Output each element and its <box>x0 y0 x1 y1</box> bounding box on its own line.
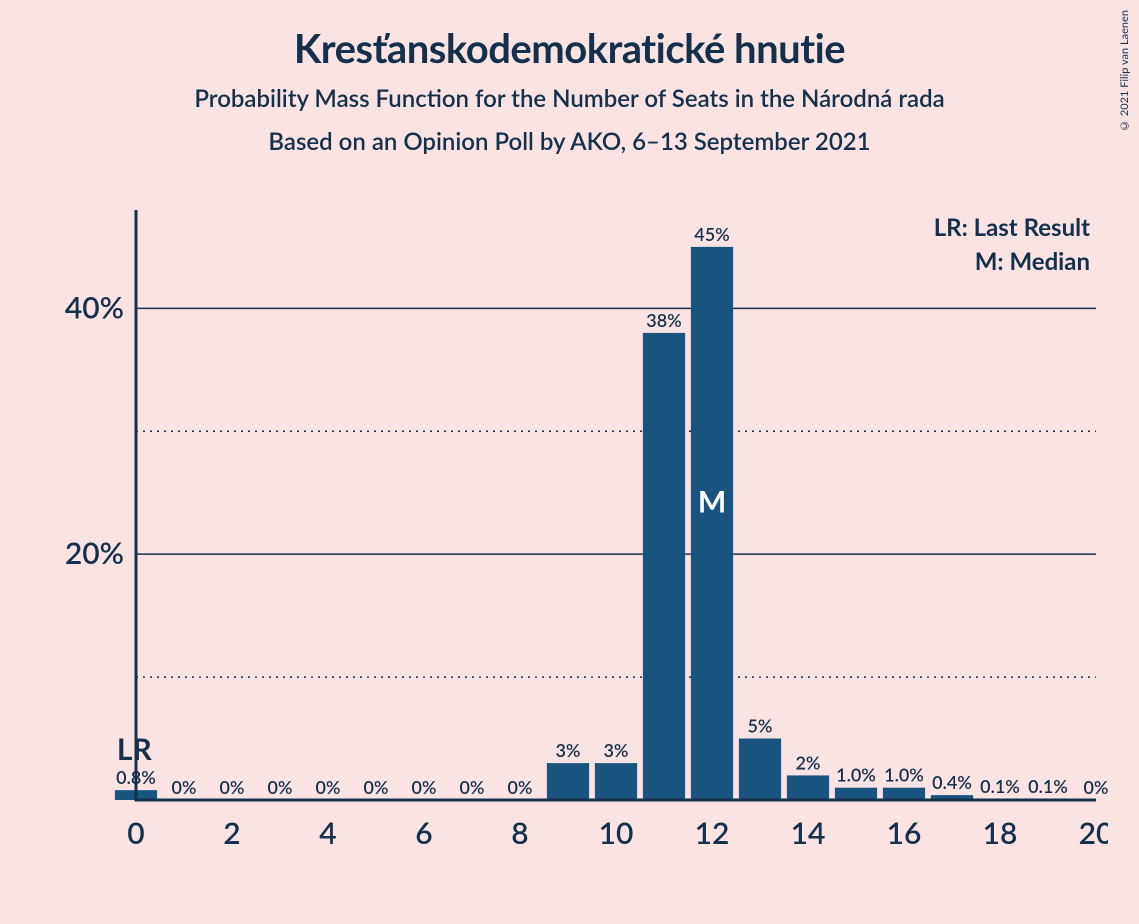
bar-value-label: 0% <box>219 776 244 798</box>
legend-lr: LR: Last Result <box>934 213 1090 242</box>
page-title: Kresťanskodemokratické hnutie <box>0 24 1139 72</box>
bar-value-label: 2% <box>795 751 820 773</box>
x-tick-label: 8 <box>511 815 528 851</box>
x-tick-label: 20 <box>1079 815 1108 851</box>
bar-value-label: 5% <box>747 715 772 737</box>
bar-value-label: 0% <box>171 776 196 798</box>
y-tick-label: 40% <box>65 289 124 325</box>
bar <box>691 247 733 800</box>
copyright: © 2021 Filip van Laenen <box>1118 10 1131 132</box>
bar-value-label: 38% <box>646 309 681 331</box>
x-tick-label: 2 <box>223 815 240 851</box>
legend-m: M: Median <box>975 247 1090 276</box>
bar-value-label: 0% <box>363 776 388 798</box>
bar-value-label: 0% <box>1083 776 1108 798</box>
x-tick-label: 4 <box>319 815 336 851</box>
bar-value-label: 0% <box>507 776 532 798</box>
bar <box>835 788 877 800</box>
x-tick-label: 6 <box>415 815 432 851</box>
bar <box>595 763 637 800</box>
bar-value-label: 1.0% <box>884 764 924 786</box>
x-tick-label: 10 <box>599 815 634 851</box>
bar <box>883 788 925 800</box>
bar-value-label: 1.0% <box>836 764 876 786</box>
bar-value-label: 0% <box>411 776 436 798</box>
bar-value-label: 0.1% <box>980 775 1020 797</box>
median-badge: M <box>698 483 726 519</box>
bar <box>547 763 589 800</box>
x-tick-label: 16 <box>887 815 922 851</box>
bar <box>739 739 781 800</box>
bar <box>787 775 829 800</box>
bar-value-label: 0% <box>315 776 340 798</box>
y-tick-label: 20% <box>65 535 124 571</box>
bar-value-label: 0.4% <box>932 771 972 793</box>
bar-value-label: 3% <box>603 739 628 761</box>
subtitle: Probability Mass Function for the Number… <box>0 84 1139 113</box>
bar-value-label: 0.1% <box>1028 775 1068 797</box>
bar-value-label: 0% <box>267 776 292 798</box>
x-tick-label: 14 <box>791 815 826 851</box>
pmf-chart: 20%40%0.8%0%0%0%0%0%0%0%0%3%3%38%45%5%2%… <box>48 200 1108 880</box>
bar-value-label: 0% <box>459 776 484 798</box>
subtitle2: Based on an Opinion Poll by AKO, 6–13 Se… <box>0 127 1139 156</box>
bar-value-label: 3% <box>555 739 580 761</box>
bar-value-label: 45% <box>694 223 729 245</box>
axis <box>136 210 1096 800</box>
bar <box>643 333 685 800</box>
x-tick-label: 12 <box>695 815 730 851</box>
x-tick-label: 0 <box>127 815 144 851</box>
x-tick-label: 18 <box>983 815 1018 851</box>
